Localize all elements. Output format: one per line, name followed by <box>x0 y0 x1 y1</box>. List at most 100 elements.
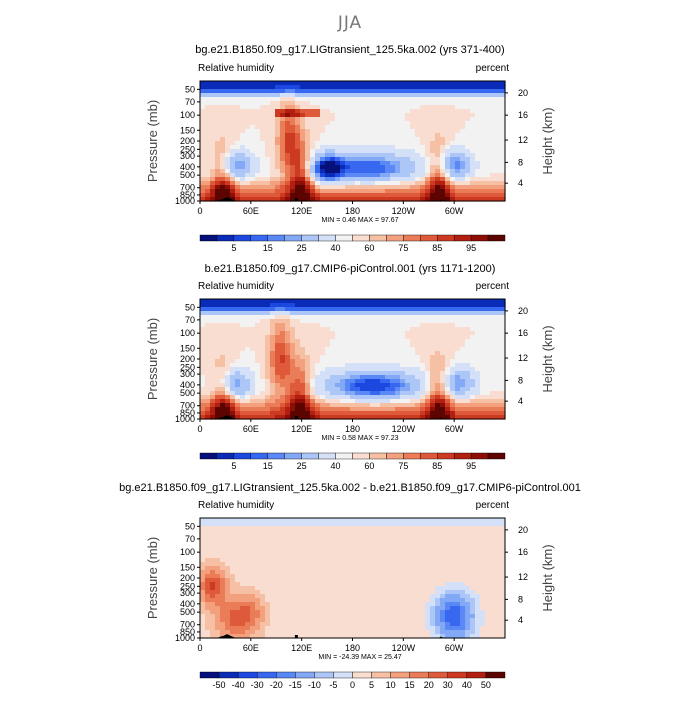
heatmap-cell <box>315 303 321 308</box>
heatmap-cell <box>360 582 366 587</box>
heatmap-cell <box>475 554 481 559</box>
heatmap-cell <box>350 534 356 539</box>
heatmap-cell <box>475 582 481 587</box>
heatmap-cell <box>250 125 256 130</box>
heatmap-cell <box>405 411 411 416</box>
heatmap-cell <box>435 117 441 122</box>
heatmap-cell <box>490 395 496 400</box>
heatmap-cell <box>235 395 241 400</box>
heatmap-cell <box>315 181 321 186</box>
heatmap-cell <box>205 335 211 340</box>
heatmap-cell <box>340 522 346 527</box>
heatmap-cell <box>200 149 206 154</box>
heatmap-cell <box>350 371 356 376</box>
heatmap-cell <box>375 590 381 595</box>
heatmap-cell <box>200 562 206 567</box>
heatmap-cell <box>235 121 241 126</box>
heatmap-cell <box>250 311 256 316</box>
heatmap-cell <box>290 137 296 142</box>
heatmap-cell <box>470 335 476 340</box>
heatmap-cell <box>455 331 461 336</box>
heatmap-cell <box>370 542 376 547</box>
heatmap-cell <box>275 343 281 348</box>
heatmap-cell <box>330 193 336 198</box>
heatmap-cell <box>315 526 321 531</box>
heatmap-cell <box>490 105 496 110</box>
heatmap-cell <box>245 578 251 583</box>
heatmap-cell <box>255 149 261 154</box>
heatmap-cell <box>240 149 246 154</box>
heatmap-cell <box>465 371 471 376</box>
heatmap-cell <box>200 327 206 332</box>
heatmap-cell <box>405 299 411 304</box>
heatmap-cell <box>285 177 291 182</box>
heatmap-cell <box>345 566 351 571</box>
heatmap-cell <box>485 522 491 527</box>
heatmap-cell <box>445 550 451 555</box>
heatmap-cell <box>220 169 226 174</box>
heatmap-cell <box>230 586 236 591</box>
heatmap-cell <box>345 85 351 90</box>
heatmap-cell <box>390 303 396 308</box>
heatmap-cell <box>215 181 221 186</box>
heatmap-cell <box>430 323 436 328</box>
heatmap-cell <box>370 554 376 559</box>
heatmap-cell <box>275 347 281 352</box>
heatmap-cell <box>285 161 291 166</box>
heatmap-cell <box>325 181 331 186</box>
heatmap-cell <box>465 411 471 416</box>
heatmap-cell <box>245 383 251 388</box>
heatmap-cell <box>265 379 271 384</box>
heatmap-cell <box>200 93 206 98</box>
heatmap-cell <box>285 530 291 535</box>
heatmap-cell <box>210 395 216 400</box>
heatmap-cell <box>255 542 261 547</box>
heatmap-cell <box>355 550 361 555</box>
heatmap-cell <box>350 538 356 543</box>
colorbar-label: 25 <box>297 461 307 471</box>
heatmap-cell <box>380 189 386 194</box>
heatmap-cell <box>460 185 466 190</box>
heatmap-cell <box>295 558 301 563</box>
heatmap-cell <box>440 323 446 328</box>
heatmap-cell <box>485 371 491 376</box>
heatmap-cell <box>245 375 251 380</box>
heatmap-cell <box>240 375 246 380</box>
heatmap-cell <box>390 97 396 102</box>
heatmap-cell <box>390 371 396 376</box>
heatmap-cell <box>320 181 326 186</box>
heatmap-cell <box>300 351 306 356</box>
heatmap-cell <box>340 85 346 90</box>
heatmap-cell <box>220 355 226 360</box>
heatmap-cell <box>305 550 311 555</box>
heatmap-cell <box>270 153 276 158</box>
heatmap-cell <box>355 331 361 336</box>
heatmap-cell <box>290 177 296 182</box>
heatmap-cell <box>420 129 426 134</box>
y-tick-label: 150 <box>180 343 195 353</box>
heatmap-cell <box>495 399 501 404</box>
heatmap-cell <box>270 518 276 523</box>
heatmap-cell <box>300 359 306 364</box>
heatmap-cell <box>245 157 251 162</box>
heatmap-cell <box>250 165 256 170</box>
heatmap-cell <box>350 335 356 340</box>
heatmap-cell <box>260 311 266 316</box>
heatmap-cell <box>280 101 286 106</box>
heatmap-cell <box>315 323 321 328</box>
heatmap-cell <box>410 570 416 575</box>
heatmap-cell <box>390 538 396 543</box>
heatmap-cell <box>475 574 481 579</box>
heatmap-cell <box>475 319 481 324</box>
heatmap-cell <box>230 550 236 555</box>
heatmap-cell <box>230 303 236 308</box>
heatmap-cell <box>290 153 296 158</box>
heatmap-cell <box>495 391 501 396</box>
heatmap-cell <box>255 590 261 595</box>
heatmap-cell <box>415 189 421 194</box>
heatmap-cell <box>345 554 351 559</box>
heatmap-cell <box>440 339 446 344</box>
heatmap-cell <box>495 331 501 336</box>
heatmap-cell <box>255 558 261 563</box>
heatmap-cell <box>415 558 421 563</box>
